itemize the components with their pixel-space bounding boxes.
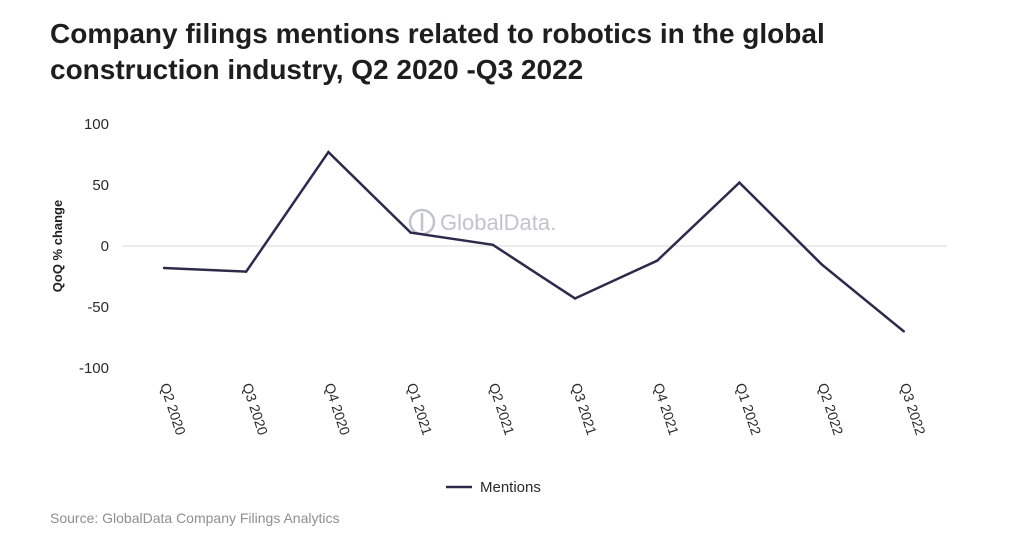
data-point: [738, 181, 741, 184]
data-point: [409, 231, 412, 234]
data-point: [902, 330, 905, 333]
x-tick-label: Q3 2020: [239, 381, 271, 437]
legend: Mentions: [446, 479, 541, 496]
data-point: [245, 270, 248, 273]
chart-title: Company filings mentions related to robo…: [50, 18, 825, 85]
y-tick-label: 50: [92, 177, 109, 194]
x-tick-label: Q3 2021: [568, 381, 600, 437]
globaldata-logo-icon: [408, 208, 436, 236]
source-note: Source: GlobalData Company Filings Analy…: [50, 510, 340, 526]
series-line-mentions: [163, 150, 905, 333]
x-tick-label: Q4 2020: [322, 381, 354, 437]
y-tick-label: -100: [79, 360, 109, 377]
data-point: [656, 259, 659, 262]
x-tick-label: Q4 2021: [650, 381, 682, 437]
series-group: [162, 150, 905, 333]
data-point: [573, 297, 577, 300]
x-tick-label: Q2 2020: [157, 381, 189, 437]
y-tick-label: 0: [101, 238, 109, 255]
x-tick-label: Q1 2022: [733, 381, 765, 437]
data-point: [491, 243, 494, 246]
data-point: [820, 263, 823, 266]
data-point: [327, 150, 330, 154]
x-tick-label: Q1 2021: [404, 381, 436, 437]
watermark: GlobalData.: [408, 208, 556, 236]
x-tick-label: Q3 2022: [897, 381, 929, 437]
x-tick-label: Q2 2022: [815, 381, 847, 437]
x-axis: Q2 2020 Q3 2020 Q4 2020 Q1 2021 Q2 2021 Q3 20…: [157, 381, 929, 437]
legend-label-mentions: Mentions: [480, 479, 541, 496]
watermark-text: GlobalData.: [440, 210, 556, 235]
x-tick-label: Q2 2021: [486, 381, 518, 437]
data-point: [162, 266, 166, 270]
y-tick-label: -50: [87, 299, 109, 316]
y-axis: 100 50 0 -50 -100: [79, 116, 109, 377]
y-tick-label: 100: [84, 116, 109, 133]
y-axis-label: QoQ % change: [50, 200, 65, 292]
